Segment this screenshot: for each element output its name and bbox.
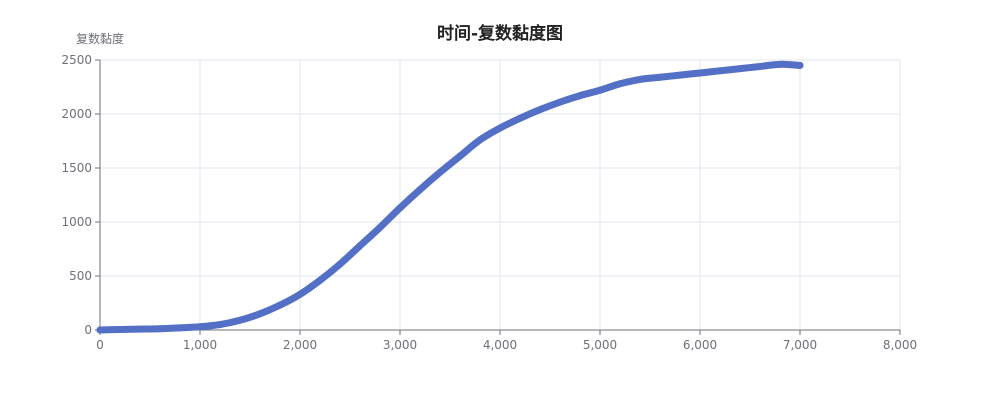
data-point[interactable] xyxy=(356,242,364,250)
x-tick-label: 3,000 xyxy=(383,338,417,352)
data-point[interactable] xyxy=(776,60,784,68)
grid xyxy=(100,59,901,330)
data-point[interactable] xyxy=(336,260,344,268)
data-point[interactable] xyxy=(596,86,604,94)
series-line[interactable] xyxy=(96,60,804,334)
x-tick-label: 4,000 xyxy=(483,338,517,352)
data-point[interactable] xyxy=(656,73,664,81)
data-point[interactable] xyxy=(176,324,184,332)
data-point[interactable] xyxy=(276,301,284,309)
y-axis-name: 复数黏度 xyxy=(76,31,124,46)
x-tick-label: 2,000 xyxy=(283,338,317,352)
data-point[interactable] xyxy=(636,75,644,83)
chart-title: 时间-复数黏度图 xyxy=(437,23,563,44)
data-point[interactable] xyxy=(116,325,124,333)
data-point[interactable] xyxy=(576,92,584,100)
data-point[interactable] xyxy=(256,310,264,318)
x-tick-label: 8,000 xyxy=(883,338,917,352)
data-point[interactable] xyxy=(616,80,624,88)
series-layer xyxy=(96,60,804,334)
data-point[interactable] xyxy=(436,168,444,176)
y-tick-label: 500 xyxy=(69,269,92,283)
data-point[interactable] xyxy=(796,61,804,69)
data-point[interactable] xyxy=(676,71,684,79)
x-tick-label: 7,000 xyxy=(783,338,817,352)
data-point[interactable] xyxy=(476,136,484,144)
x-tick-label: 5,000 xyxy=(583,338,617,352)
data-point[interactable] xyxy=(136,325,144,333)
data-point[interactable] xyxy=(556,98,564,106)
x-tick-label: 0 xyxy=(96,338,104,352)
data-point[interactable] xyxy=(396,204,404,212)
data-point[interactable] xyxy=(156,325,164,333)
data-point[interactable] xyxy=(716,67,724,75)
x-tick-label: 6,000 xyxy=(683,338,717,352)
data-point[interactable] xyxy=(216,321,224,329)
data-point[interactable] xyxy=(196,323,204,331)
data-point[interactable] xyxy=(456,152,464,160)
y-tick-label: 2000 xyxy=(61,107,92,121)
data-point[interactable] xyxy=(316,276,324,284)
data-point[interactable] xyxy=(236,316,244,324)
data-point[interactable] xyxy=(416,186,424,194)
data-point[interactable] xyxy=(536,106,544,114)
data-point[interactable] xyxy=(516,114,524,122)
x-tick-label: 1,000 xyxy=(183,338,217,352)
data-point[interactable] xyxy=(96,326,104,334)
data-point[interactable] xyxy=(496,124,504,132)
y-tick-label: 1500 xyxy=(61,161,92,175)
data-point[interactable] xyxy=(376,223,384,231)
tick-labels: 0 500 1000 1500 2000 2500 0 1,000 2,000 3,000 4,00… xyxy=(61,53,917,352)
data-point[interactable] xyxy=(736,65,744,73)
y-tick-label: 1000 xyxy=(61,215,92,229)
y-tick-label: 0 xyxy=(84,323,92,337)
axes xyxy=(95,59,901,335)
data-point[interactable] xyxy=(296,290,304,298)
data-point[interactable] xyxy=(696,69,704,77)
data-point[interactable] xyxy=(756,62,764,70)
y-tick-label: 2500 xyxy=(61,53,92,67)
